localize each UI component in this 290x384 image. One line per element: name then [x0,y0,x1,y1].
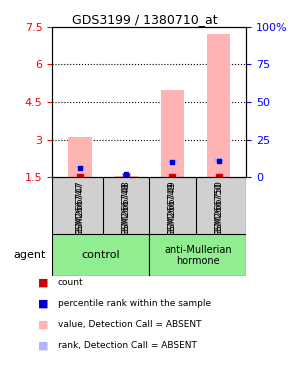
Text: GSM266750: GSM266750 [214,180,223,235]
Text: GSM266749: GSM266749 [168,182,177,237]
Text: ■: ■ [38,341,48,351]
Text: GSM266748: GSM266748 [122,182,131,237]
Text: control: control [81,250,120,260]
FancyBboxPatch shape [52,177,246,234]
Text: percentile rank within the sample: percentile rank within the sample [58,299,211,308]
Text: count: count [58,278,84,287]
Bar [75,167,85,169]
Bar [115,176,138,177]
Text: value, Detection Call = ABSENT: value, Detection Call = ABSENT [58,320,202,329]
Bar [214,159,223,162]
Text: GSM266747: GSM266747 [75,182,84,237]
Text: GSM266747: GSM266747 [75,180,84,235]
FancyBboxPatch shape [149,234,246,276]
Bar [207,35,230,177]
Text: ■: ■ [38,277,48,287]
Bar [68,137,92,177]
Bar [122,173,131,175]
Text: GSM266748: GSM266748 [122,180,131,235]
Text: ■: ■ [38,319,48,329]
Text: GSM266749: GSM266749 [168,180,177,235]
Text: anti-Mullerian
hormone: anti-Mullerian hormone [164,245,232,266]
Text: ■: ■ [38,298,48,308]
Bar [168,161,177,164]
Bar [161,89,184,177]
Text: rank, Detection Call = ABSENT: rank, Detection Call = ABSENT [58,341,197,350]
FancyBboxPatch shape [52,234,149,276]
Text: agent: agent [13,250,45,260]
Text: GSM266750: GSM266750 [214,182,223,237]
Text: GDS3199 / 1380710_at: GDS3199 / 1380710_at [72,13,218,26]
